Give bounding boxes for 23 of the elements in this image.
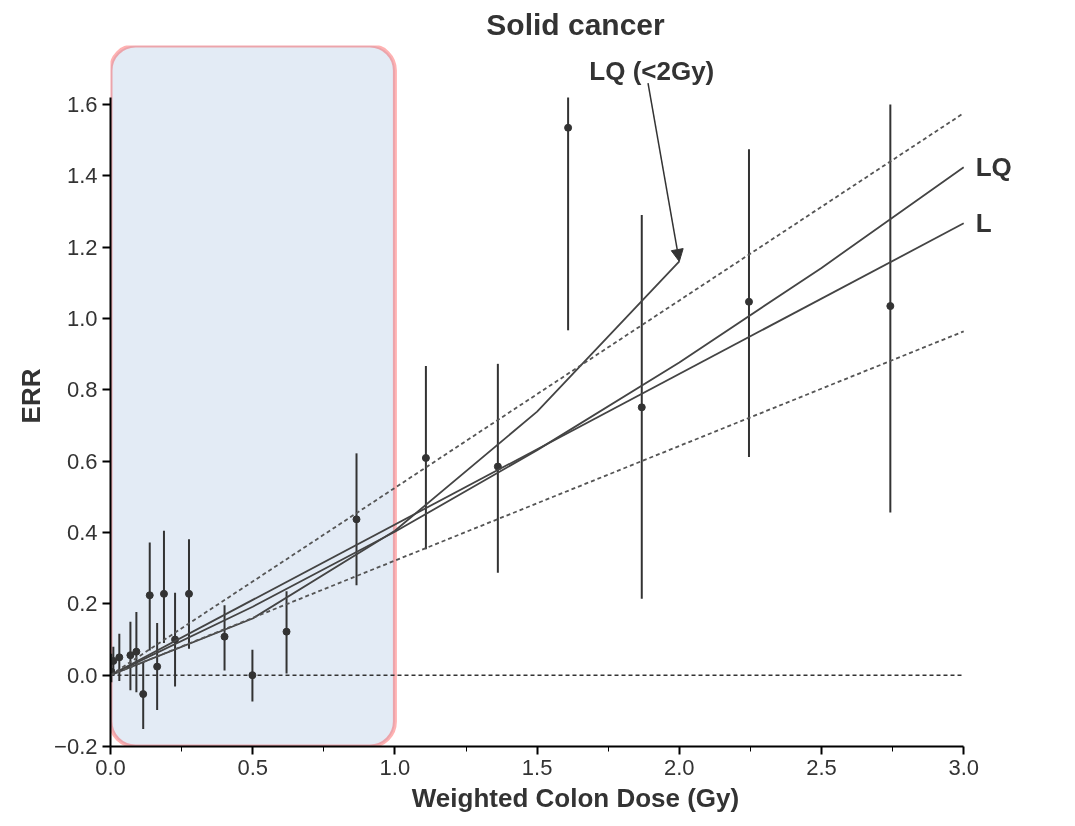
- y-tick-label: 1.0: [66, 306, 98, 332]
- y-tick-label: 0.8: [66, 377, 98, 403]
- annotation: LQ (<2Gy): [589, 56, 715, 87]
- y-tick-label: 1.6: [66, 92, 98, 118]
- y-tick-label: 1.2: [66, 234, 98, 260]
- x-tick-label: 1.5: [521, 754, 553, 780]
- x-tick-label: 0.0: [95, 754, 126, 780]
- y-tick-label: −0.2: [54, 734, 98, 759]
- x-tick-label: 1.0: [379, 754, 411, 780]
- series-label: LQ: [975, 152, 1012, 183]
- x-tick-label: 2.0: [664, 754, 695, 780]
- y-axis-title: ERR: [16, 368, 47, 424]
- y-tick-label: 0.6: [66, 448, 98, 474]
- x-axis-title: Weighted Colon Dose (Gy): [411, 782, 740, 813]
- x-tick-label: 2.5: [806, 754, 837, 780]
- series-label: L: [975, 208, 992, 239]
- chart-title: Solid cancer: [486, 7, 666, 41]
- x-tick-label: 0.5: [237, 754, 268, 780]
- y-tick-label: 1.4: [66, 163, 98, 189]
- x-tick-label: 3.0: [948, 754, 980, 780]
- y-tick-label: 0.0: [66, 662, 98, 688]
- y-tick-label: 0.2: [66, 591, 98, 617]
- y-tick-label: 0.4: [66, 520, 98, 546]
